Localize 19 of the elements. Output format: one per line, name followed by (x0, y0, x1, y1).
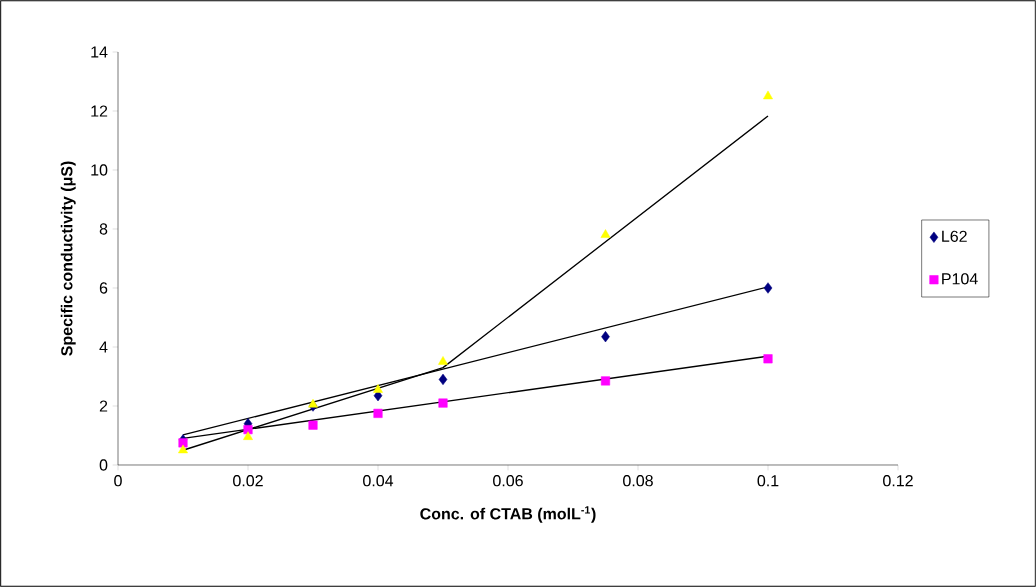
y-tick-label: 14 (91, 46, 108, 58)
y-tick-label: 10 (91, 164, 108, 176)
y-tick-label: 2 (99, 400, 108, 412)
x-tick-label: 0.06 (493, 475, 523, 487)
y-tick-label: 6 (99, 282, 108, 294)
legend-label: L62 (942, 230, 967, 242)
x-tick-label: 0.08 (623, 475, 653, 487)
y-axis-title: Specific conductivity (μS) (60, 161, 76, 356)
legend-label: P104 (942, 273, 978, 285)
y-tick-label: 4 (99, 341, 108, 353)
y-tick-label: 8 (99, 223, 108, 235)
x-tick-label: 0.04 (363, 475, 394, 487)
x-tick-label: 0.12 (883, 475, 913, 487)
x-axis-title: Conc. of CTAB (molL$^{-1}$) (420, 506, 596, 523)
x-tick-label: 0.1 (757, 475, 779, 487)
y-tick-label: 0 (99, 459, 108, 471)
x-tick-label: 0 (114, 475, 122, 487)
y-tick-label: 12 (91, 105, 108, 117)
x-tick-label: 0.02 (233, 475, 263, 487)
